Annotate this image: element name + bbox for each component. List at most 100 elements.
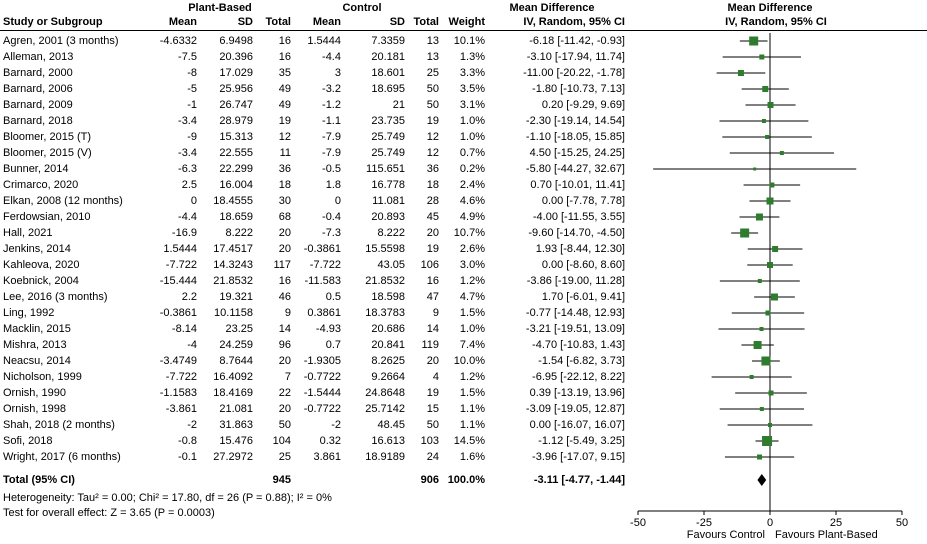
- study-n1: 18: [278, 179, 291, 191]
- study-row: Agren, 2001 (3 months) -4.6332 6.9498 16 1.5…: [0, 33, 628, 49]
- effect-marker: [761, 119, 766, 123]
- effect-marker: [779, 151, 784, 155]
- col-header-plot: IV, Random, 95% CI: [725, 16, 827, 28]
- study-n1: 20: [278, 403, 291, 415]
- study-ci_text: -3.21 [-19.51, 13.09]: [525, 323, 625, 335]
- study-n2: 12: [426, 131, 439, 143]
- total-participants-group1: 945: [272, 474, 291, 486]
- study-sd2: 20.893: [371, 211, 405, 223]
- effect-marker: [765, 135, 770, 139]
- study-mean1: -7.722: [165, 259, 197, 271]
- study-sd1: 8.222: [225, 227, 253, 239]
- study-sd1: 17.029: [219, 67, 253, 79]
- study-name: Bunner, 2014: [3, 163, 69, 175]
- study-mean1: -8.14: [171, 323, 197, 335]
- total-row: Total (95% CI) 945 906 100.0% -3.11 [-4.…: [0, 472, 628, 488]
- study-n2: 13: [426, 51, 439, 63]
- study-n1: 9: [284, 307, 291, 319]
- study-mean2: -0.4: [322, 211, 341, 223]
- study-mean2: 0.3861: [307, 307, 341, 319]
- study-n1: 16: [278, 51, 291, 63]
- study-n2: 19: [426, 243, 439, 255]
- study-mean1: -16.9: [171, 227, 197, 239]
- study-row: Koebnick, 2004 -15.444 21.8532 16 -11.583 21.…: [0, 273, 628, 289]
- study-sd2: 18.598: [371, 291, 405, 303]
- spacer: [291, 472, 341, 488]
- study-n1: 104: [272, 435, 291, 447]
- study-mean2: 0: [334, 195, 341, 207]
- spacer: [341, 472, 405, 488]
- study-mean2: -11.583: [304, 275, 342, 287]
- column-header-row: Study or Subgroup Mean SD Total Mean SD …: [0, 15, 924, 29]
- forest-plot-canvas: -50 -25 0 25 50 Favours Control Favours Plant-…: [630, 33, 908, 541]
- summary-diamond: [757, 474, 767, 486]
- study-mean1: -1.1583: [159, 387, 197, 399]
- study-row: Bloomer, 2015 (V) -3.4 22.555 11 -7.9 25.749 1…: [0, 145, 628, 161]
- study-mean2: -0.7722: [303, 403, 341, 415]
- study-mean1: -3.861: [165, 403, 197, 415]
- study-ci_text: -1.12 [-5.49, 3.25]: [538, 435, 625, 447]
- study-n2: 19: [426, 387, 439, 399]
- study-row: Elkan, 2008 (12 months) 0 18.4555 30 0 11.081…: [0, 193, 628, 209]
- study-sd1: 18.659: [219, 211, 253, 223]
- study-n2: 19: [426, 115, 439, 127]
- study-ci_text: -4.70 [-10.83, 1.43]: [532, 339, 625, 351]
- study-sd2: 25.7142: [365, 403, 405, 415]
- study-sd2: 48.45: [377, 419, 405, 431]
- study-weight: 10.7%: [453, 227, 485, 239]
- study-sd2: 25.749: [371, 131, 405, 143]
- study-sd2: 21: [392, 99, 405, 111]
- study-weight: 1.5%: [459, 307, 485, 319]
- study-sd2: 115.651: [366, 163, 405, 175]
- study-ci_text: 4.50 [-15.25, 24.25]: [529, 147, 625, 159]
- study-mean2: -1.5444: [303, 387, 341, 399]
- study-sd2: 15.5598: [365, 243, 405, 255]
- study-row: Nicholson, 1999 -7.722 16.4092 7 -0.7722 9.26…: [0, 369, 628, 385]
- study-sd1: 16.004: [219, 179, 253, 191]
- study-n2: 103: [420, 435, 439, 447]
- study-weight: 1.3%: [459, 51, 485, 63]
- effect-marker: [737, 70, 744, 76]
- study-sd2: 24.8648: [365, 387, 405, 399]
- effect-marker: [767, 262, 773, 268]
- study-n2: 20: [426, 227, 439, 239]
- effect-marker: [761, 356, 771, 366]
- study-mean2: -1.2: [322, 99, 341, 111]
- heterogeneity-text: Heterogeneity: Tau² = 0.00; Chi² = 17.80…: [3, 492, 332, 504]
- study-ci_text: 0.00 [-16.07, 16.07]: [529, 419, 625, 431]
- study-mean1: -2: [187, 419, 197, 431]
- study-sd1: 25.956: [219, 83, 253, 95]
- study-mean2: -7.9: [322, 131, 341, 143]
- study-weight: 10.1%: [453, 35, 485, 47]
- study-mean2: -7.9: [322, 147, 341, 159]
- study-n1: 14: [278, 323, 291, 335]
- study-n2: 50: [426, 419, 439, 431]
- study-mean1: 1.5444: [163, 243, 197, 255]
- study-ci_text: -0.77 [-14.48, 12.93]: [525, 307, 625, 319]
- total-weight: 100.0%: [447, 474, 485, 486]
- study-row: Ornish, 1998 -3.861 21.081 20 -0.7722 25.7142…: [0, 401, 628, 417]
- study-mean1: -7.5: [178, 51, 197, 63]
- study-n2: 47: [426, 291, 439, 303]
- study-weight: 4.9%: [459, 211, 485, 223]
- study-n2: 50: [426, 83, 439, 95]
- effect-marker: [768, 390, 774, 396]
- study-n1: 96: [278, 339, 291, 351]
- study-n1: 16: [278, 275, 291, 287]
- study-sd1: 10.1158: [214, 307, 253, 319]
- study-row: Ling, 1992 -0.3861 10.1158 9 0.3861 18.3783 9 1…: [0, 305, 628, 321]
- study-name: Neacsu, 2014: [3, 355, 71, 367]
- study-name: Bloomer, 2015 (T): [3, 131, 92, 143]
- study-sd1: 20.396: [219, 51, 253, 63]
- study-ci_text: -4.00 [-11.55, 3.55]: [532, 211, 625, 223]
- study-n1: 7: [284, 371, 291, 383]
- study-weight: 1.0%: [459, 131, 485, 143]
- effect-marker: [762, 436, 773, 446]
- study-n1: 46: [278, 291, 291, 303]
- study-name: Barnard, 2006: [3, 83, 73, 95]
- study-weight: 3.3%: [459, 67, 485, 79]
- study-sd2: 43.05: [377, 259, 405, 271]
- study-sd1: 14.3243: [213, 259, 253, 271]
- study-mean1: -5: [187, 83, 197, 95]
- study-ci_text: 0.70 [-10.01, 11.41]: [530, 179, 625, 191]
